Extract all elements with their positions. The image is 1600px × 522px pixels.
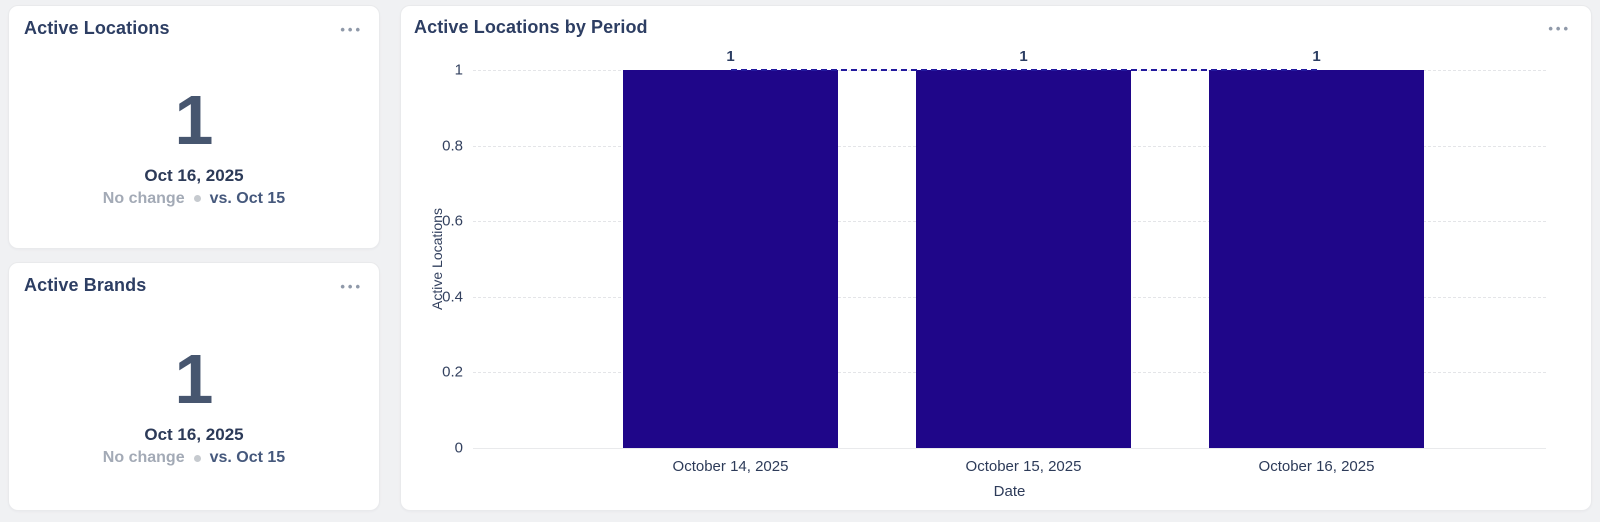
trend-line [730,69,1317,71]
more-options-icon[interactable]: ••• [336,275,363,297]
kpi-card-active-locations: Active Locations ••• 1 Oct 16, 2025 No c… [8,5,380,249]
kpi-value: 1 [174,340,214,418]
bar[interactable] [1209,70,1424,448]
bar-value-label: 1 [1312,48,1321,65]
kpi-body: 1 Oct 16, 2025 No change vs. Oct 15 [9,44,379,248]
plot-area: 0 0.2 0.4 0.6 0.8 1 1 October 14, 2025 1 October … [442,49,1546,475]
dot-separator-icon [193,195,201,202]
comparison-label: vs. Oct 15 [209,189,286,207]
kpi-change-row: No change vs. Oct 15 [103,449,285,467]
card-header: Active Brands ••• [9,263,379,297]
gridline [473,448,1546,449]
chart-title: Active Locations by Period [414,17,648,37]
x-axis-tick-label: October 15, 2025 [965,458,1082,475]
more-options-icon[interactable]: ••• [336,18,363,40]
bar-value-label: 1 [726,48,735,65]
kpi-value: 1 [174,80,214,159]
comparison-label: vs. Oct 15 [209,449,286,466]
card-title: Active Locations [24,18,170,38]
kpi-body: 1 Oct 16, 2025 No change vs. Oct 15 [9,301,379,510]
y-axis-tick-label: 1 [454,61,463,79]
card-header: Active Locations by Period ••• [401,6,1591,39]
card-title: Active Brands [24,275,147,295]
y-axis-tick-label: 0 [454,439,463,457]
kpi-date: Oct 16, 2025 [144,425,244,444]
x-axis-tick-label: October 14, 2025 [672,458,789,475]
x-axis-title: Date [993,483,1026,500]
change-label: No change [102,189,185,207]
kpi-date: Oct 16, 2025 [144,165,244,185]
kpi-change-row: No change vs. Oct 15 [103,190,285,208]
dot-separator-icon [193,454,201,462]
card-header: Active Locations ••• [9,6,379,40]
change-label: No change [102,449,185,466]
kpi-card-active-brands: Active Brands ••• 1 Oct 16, 2025 No chan… [8,262,380,511]
x-axis-tick-label: October 16, 2025 [1258,458,1375,475]
more-options-icon[interactable]: ••• [1544,17,1571,39]
bar[interactable] [623,70,838,448]
y-axis-tick-label: 0.4 [442,288,463,306]
bar[interactable] [916,70,1131,448]
chart-card-active-locations-by-period: Active Locations by Period ••• Active Lo… [400,5,1592,511]
bar-value-label: 1 [1019,48,1028,65]
y-axis-tick-label: 0.2 [442,363,463,381]
y-axis-tick-label: 0.8 [442,137,463,155]
y-axis-tick-label: 0.6 [442,212,463,230]
